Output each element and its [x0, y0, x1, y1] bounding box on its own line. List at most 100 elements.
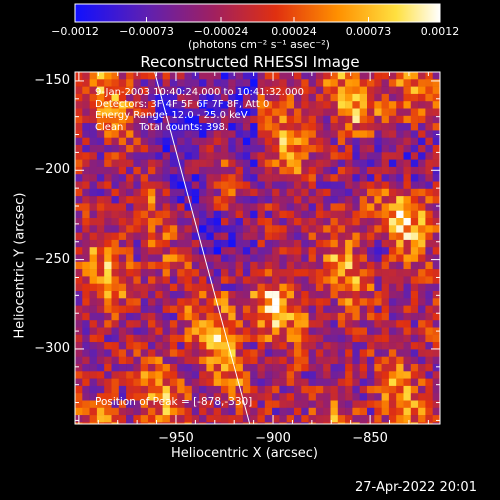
heatmap-cell — [403, 283, 412, 292]
heatmap-cell — [359, 298, 368, 306]
heatmap-cell — [89, 225, 98, 233]
heatmap-cell — [177, 393, 185, 401]
heatmap-cell — [82, 159, 90, 168]
heatmap-cell — [257, 378, 266, 387]
heatmap-cell — [264, 247, 273, 255]
x-tick-label: −900 — [255, 431, 291, 446]
heatmap-cell — [352, 123, 360, 131]
heatmap-cell — [126, 93, 134, 102]
heatmap-cell — [403, 225, 412, 233]
heatmap-cell — [126, 400, 134, 409]
heatmap-cell — [396, 196, 404, 204]
heatmap-cell — [242, 385, 251, 394]
heatmap-cell — [396, 159, 404, 168]
heatmap-cell — [118, 115, 127, 124]
heatmap-cell — [140, 422, 149, 424]
heatmap-cell — [425, 276, 433, 284]
heatmap-cell — [272, 422, 280, 424]
heatmap-cell — [396, 181, 404, 190]
heatmap-cell — [191, 93, 200, 102]
heatmap-cell — [82, 422, 90, 424]
heatmap-cell — [96, 123, 105, 131]
heatmap-cell — [257, 159, 266, 168]
heatmap-cell — [279, 320, 287, 328]
heatmap-cell — [301, 342, 309, 350]
heatmap-cell — [345, 72, 353, 80]
heatmap-cell — [286, 159, 295, 168]
heatmap-cell — [169, 232, 178, 241]
heatmap-cell — [286, 269, 295, 277]
heatmap-cell — [272, 320, 280, 328]
heatmap-cell — [425, 174, 433, 182]
heatmap-cell — [228, 261, 236, 270]
heatmap-cell — [396, 239, 404, 248]
heatmap-cell — [264, 218, 273, 226]
heatmap-cell — [148, 349, 156, 357]
heatmap-cell — [294, 342, 302, 350]
heatmap-cell — [126, 145, 134, 153]
heatmap-cell — [221, 166, 229, 175]
heatmap-cell — [381, 254, 390, 263]
heatmap-cell — [418, 298, 426, 306]
heatmap-cell — [403, 269, 412, 277]
heatmap-cell — [126, 218, 134, 226]
heatmap-cell — [228, 130, 236, 138]
heatmap-cell — [403, 312, 412, 321]
heatmap-cell — [418, 371, 426, 379]
heatmap-cell — [323, 371, 331, 379]
heatmap-cell — [286, 181, 295, 190]
heatmap-cell — [279, 145, 287, 153]
heatmap-cell — [184, 298, 193, 306]
heatmap-cell — [221, 93, 229, 102]
heatmap-cell — [294, 385, 302, 394]
heatmap-cell — [104, 181, 112, 190]
heatmap-cell — [352, 203, 360, 211]
heatmap-cell — [162, 225, 171, 233]
heatmap-cell — [272, 86, 280, 95]
heatmap-cell — [75, 86, 83, 95]
heatmap-cell — [432, 371, 440, 379]
heatmap-cell — [111, 86, 120, 95]
heatmap-cell — [410, 269, 419, 277]
heatmap-cell — [140, 174, 149, 182]
heatmap-cell — [352, 269, 360, 277]
heatmap-cell — [75, 174, 83, 182]
heatmap-cell — [403, 407, 412, 416]
heatmap-cell — [133, 108, 141, 117]
heatmap-cell — [367, 385, 375, 394]
heatmap-cell — [359, 385, 368, 394]
heatmap-cell — [228, 174, 236, 182]
heatmap-cell — [396, 400, 404, 409]
heatmap-cell — [432, 174, 440, 182]
y-axis-title: Heliocentric Y (arcsec) — [12, 192, 28, 339]
heatmap-cell — [177, 130, 185, 138]
heatmap-cell — [148, 283, 156, 292]
heatmap-cell — [432, 108, 440, 117]
heatmap-cell — [272, 101, 280, 109]
heatmap-cell — [206, 174, 214, 182]
heatmap-cell — [330, 400, 339, 409]
heatmap-cell — [425, 393, 433, 401]
heatmap-cell — [410, 159, 419, 168]
heatmap-cell — [104, 72, 112, 80]
heatmap-cell — [323, 356, 331, 365]
heatmap-cell — [140, 101, 149, 109]
heatmap-cell — [403, 232, 412, 241]
heatmap-cell — [89, 371, 98, 379]
heatmap-cell — [264, 181, 273, 190]
heatmap-cell — [148, 137, 156, 146]
heatmap-cell — [279, 239, 287, 248]
heatmap-cell — [155, 225, 163, 233]
heatmap-cell — [330, 86, 339, 95]
heatmap-cell — [75, 342, 83, 350]
heatmap-cell — [279, 364, 287, 372]
heatmap-cell — [323, 130, 331, 138]
heatmap-cell — [381, 312, 390, 321]
heatmap-cell — [235, 123, 244, 131]
heatmap-cell — [162, 393, 171, 401]
heatmap-cell — [352, 239, 360, 248]
heatmap-cell — [250, 210, 258, 219]
heatmap-cell — [228, 93, 236, 102]
heatmap-cell — [367, 203, 375, 211]
heatmap-cell — [191, 283, 200, 292]
